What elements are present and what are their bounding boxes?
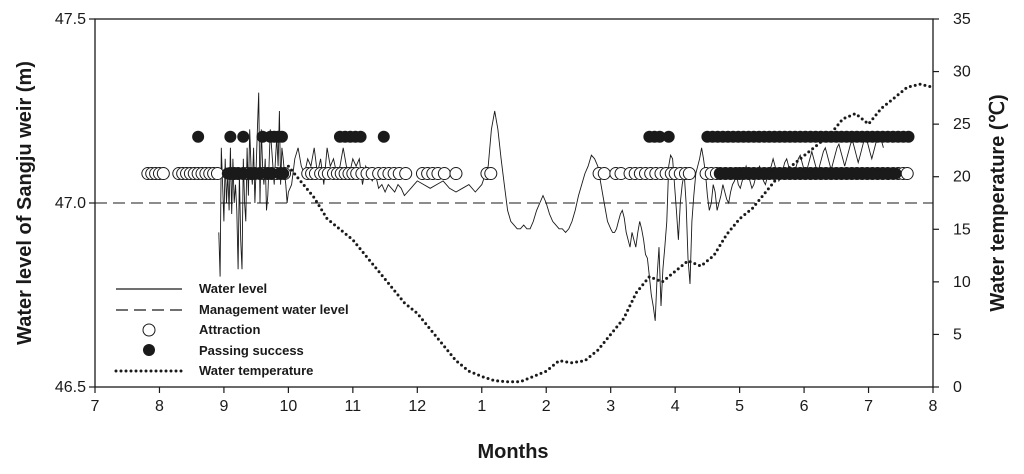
passing-success-marker xyxy=(277,167,290,180)
right-y-tick-label: 10 xyxy=(953,274,971,291)
attraction-marker xyxy=(399,167,413,181)
legend-passing-marker xyxy=(143,344,155,356)
attraction-marker xyxy=(682,167,696,181)
legend-passing-label: Passing success xyxy=(199,343,304,358)
x-tick-label: 6 xyxy=(800,398,809,415)
x-axis-title: Months xyxy=(477,441,548,463)
x-tick-label: 1 xyxy=(477,398,486,415)
passing-success-marker xyxy=(653,130,666,143)
attraction-marker xyxy=(484,167,498,181)
passing-success-marker xyxy=(662,130,675,143)
passing-success-marker xyxy=(902,130,915,143)
x-tick-label: 2 xyxy=(542,398,551,415)
plot-area: 7 8 9 10 11 12 1 2 3 4 5 6 7 846.547.047.505101520253… xyxy=(55,11,971,415)
passing-success-marker xyxy=(275,130,288,143)
right-axis-title: Water temperature (℃) xyxy=(987,94,1009,311)
water-temperature-line xyxy=(286,82,935,384)
x-tick-label: 8 xyxy=(929,398,938,415)
passing-success-marker xyxy=(224,130,237,143)
legend: Water level Management water level Attra… xyxy=(114,281,349,378)
passing-success-marker xyxy=(237,130,250,143)
left-axis-title: Water level of Sangju weir (m) xyxy=(14,61,36,345)
x-tick-label: 8 xyxy=(155,398,164,415)
x-tick-label: 9 xyxy=(219,398,228,415)
passing-success-marker xyxy=(354,130,367,143)
right-y-tick-label: 35 xyxy=(953,11,971,28)
right-y-tick-label: 0 xyxy=(953,379,962,396)
passing-success-marker xyxy=(889,167,902,180)
x-tick-label: 7 xyxy=(864,398,873,415)
legend-attraction-marker xyxy=(142,323,156,337)
x-tick-label: 12 xyxy=(408,398,426,415)
legend-attraction-label: Attraction xyxy=(199,322,260,337)
legend-temperature-label: Water temperature xyxy=(199,363,313,378)
left-y-tick-label: 46.5 xyxy=(55,379,86,396)
x-tick-label: 7 xyxy=(91,398,100,415)
left-y-tick-label: 47.0 xyxy=(55,195,86,212)
x-tick-label: 10 xyxy=(279,398,297,415)
attraction-marker xyxy=(437,167,451,181)
attraction-marker xyxy=(597,167,611,181)
attraction-marker xyxy=(156,167,170,181)
attraction-marker xyxy=(210,167,224,181)
passing-success-marker xyxy=(192,130,205,143)
x-tick-label: 4 xyxy=(671,398,680,415)
left-y-tick-label: 47.5 xyxy=(55,11,86,28)
x-tick-label: 3 xyxy=(606,398,615,415)
passing-success-marker xyxy=(377,130,390,143)
right-y-tick-label: 5 xyxy=(953,326,962,343)
attraction-marker xyxy=(449,167,463,181)
right-y-tick-label: 30 xyxy=(953,64,971,81)
legend-water-level-label: Water level xyxy=(199,281,267,296)
right-y-tick-label: 15 xyxy=(953,221,971,238)
attraction-marker xyxy=(900,167,914,181)
right-y-tick-label: 25 xyxy=(953,116,971,133)
x-tick-label: 11 xyxy=(345,398,362,415)
legend-management-label: Management water level xyxy=(199,302,349,317)
x-tick-label: 5 xyxy=(735,398,744,415)
right-y-tick-label: 20 xyxy=(953,169,971,186)
